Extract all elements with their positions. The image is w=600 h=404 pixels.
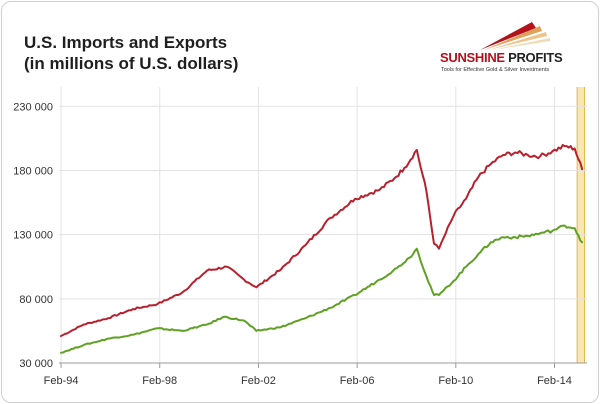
y-tick-label: 230 000 — [13, 101, 53, 113]
series-layer — [60, 144, 584, 354]
y-tick-label: 180 000 — [13, 165, 53, 177]
y-tick-label: 30 000 — [19, 358, 53, 370]
x-tick-label: Feb-98 — [142, 375, 177, 387]
series-line-exports — [60, 224, 584, 354]
highlight-band — [577, 87, 585, 363]
y-tick-label: 80 000 — [19, 294, 53, 306]
series-line-imports — [60, 144, 584, 337]
x-tick-labels: Feb-94 Feb-98 Feb-02 Feb-06 Feb-10 Feb-14 — [44, 375, 572, 387]
logo-wordmark: SUNSHINE PROFITS — [440, 50, 563, 65]
logo-tagline: Tools for Effective Gold & Silver Invest… — [441, 67, 550, 73]
y-tick-labels: 30 000 80 000 130 000 180 000 230 000 — [13, 101, 53, 370]
sun-rays-icon — [480, 22, 550, 50]
sunshine-profits-logo: SUNSHINE PROFITS Tools for Effective Gol… — [440, 16, 590, 80]
x-tick-label: Feb-94 — [44, 375, 79, 387]
x-tick-label: Feb-06 — [340, 375, 375, 387]
highlight-layer — [576, 87, 586, 363]
x-tick-label: Feb-10 — [438, 375, 473, 387]
chart-title-line-2: (in millions of U.S. dollars) — [24, 54, 239, 73]
logo-name-part-1: SUNSHINE — [440, 50, 505, 65]
x-tick-label: Feb-02 — [241, 375, 276, 387]
axis-layer — [59, 362, 587, 368]
y-tick-label: 130 000 — [13, 230, 53, 242]
x-tick-label: Feb-14 — [537, 375, 572, 387]
chart-title: U.S. Imports and Exports (in millions of… — [24, 32, 238, 74]
chart-title-line-1: U.S. Imports and Exports — [24, 33, 228, 52]
grid-layer — [59, 87, 587, 363]
logo-name-part-2: PROFITS — [508, 50, 563, 65]
